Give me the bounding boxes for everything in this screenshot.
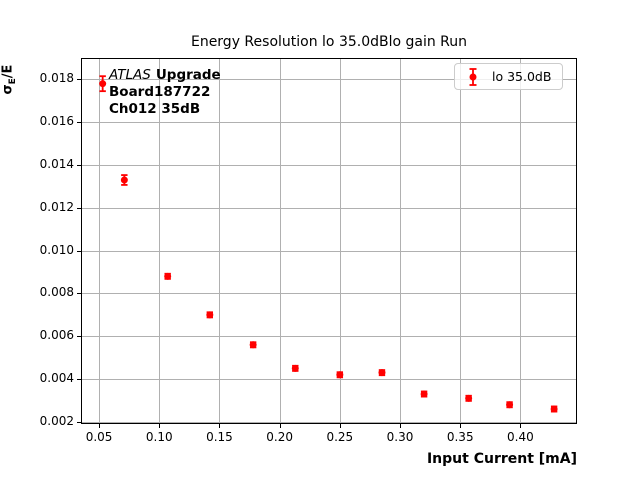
- annotation-line-2: Board187722: [109, 84, 211, 100]
- x-tick-label: 0.25: [326, 430, 354, 444]
- y-axis-label-subscript: E: [8, 78, 19, 85]
- data-point: [465, 394, 473, 402]
- x-tick-label: 0.05: [85, 430, 113, 444]
- data-point: [120, 176, 128, 184]
- data-point: [99, 80, 107, 88]
- annotation-line-1: ATLAS Upgrade: [109, 67, 221, 84]
- plot-frame: [81, 58, 577, 424]
- x-tick-label: 0.35: [446, 430, 474, 444]
- y-tick-label: 0.008: [39, 285, 74, 300]
- data-point: [550, 405, 558, 413]
- y-axis-label-rest: /E: [0, 64, 16, 79]
- data-point: [336, 371, 344, 379]
- y-tick-label: 0.006: [39, 328, 74, 343]
- annotation-line-3: Ch012 35dB: [109, 101, 201, 117]
- annotation-atlas: ATLAS: [109, 67, 151, 83]
- y-axis-label: σE/E: [0, 44, 19, 116]
- y-tick-label: 0.018: [39, 71, 74, 86]
- y-axis-label-sigma: σ: [0, 84, 16, 95]
- legend: lo 35.0dB: [454, 63, 563, 90]
- errorbar-marker-icon: [469, 67, 477, 86]
- y-tick-label: 0.002: [39, 413, 74, 428]
- data-point: [420, 390, 428, 398]
- y-tick-label: 0.016: [39, 114, 74, 129]
- data-point: [206, 311, 214, 319]
- x-tick-label: 0.15: [206, 430, 233, 444]
- x-tick-label: 0.40: [507, 430, 534, 444]
- y-tick-label: 0.014: [39, 157, 74, 172]
- data-point: [506, 401, 514, 409]
- chart-title: Energy Resolution lo 35.0dBlo gain Run: [190, 34, 468, 50]
- errorbar-marker-dot: [469, 73, 477, 80]
- y-tick-label: 0.010: [39, 242, 74, 257]
- data-point: [378, 369, 386, 377]
- y-tick-label: 0.004: [39, 371, 74, 386]
- x-tick-label: 0.20: [266, 430, 293, 444]
- data-point: [291, 364, 299, 372]
- annotation: ATLAS Upgrade Board187722 Ch012 35dB: [109, 67, 221, 118]
- legend-label: lo 35.0dB: [492, 69, 552, 84]
- data-point: [164, 272, 172, 280]
- annotation-upgrade: Upgrade: [155, 67, 221, 83]
- x-axis-label: Input Current [mA]: [426, 451, 577, 467]
- x-tick-label: 0.10: [145, 430, 173, 444]
- y-tick-label: 0.012: [39, 199, 74, 214]
- data-point: [249, 341, 257, 349]
- x-tick-label: 0.30: [386, 430, 414, 444]
